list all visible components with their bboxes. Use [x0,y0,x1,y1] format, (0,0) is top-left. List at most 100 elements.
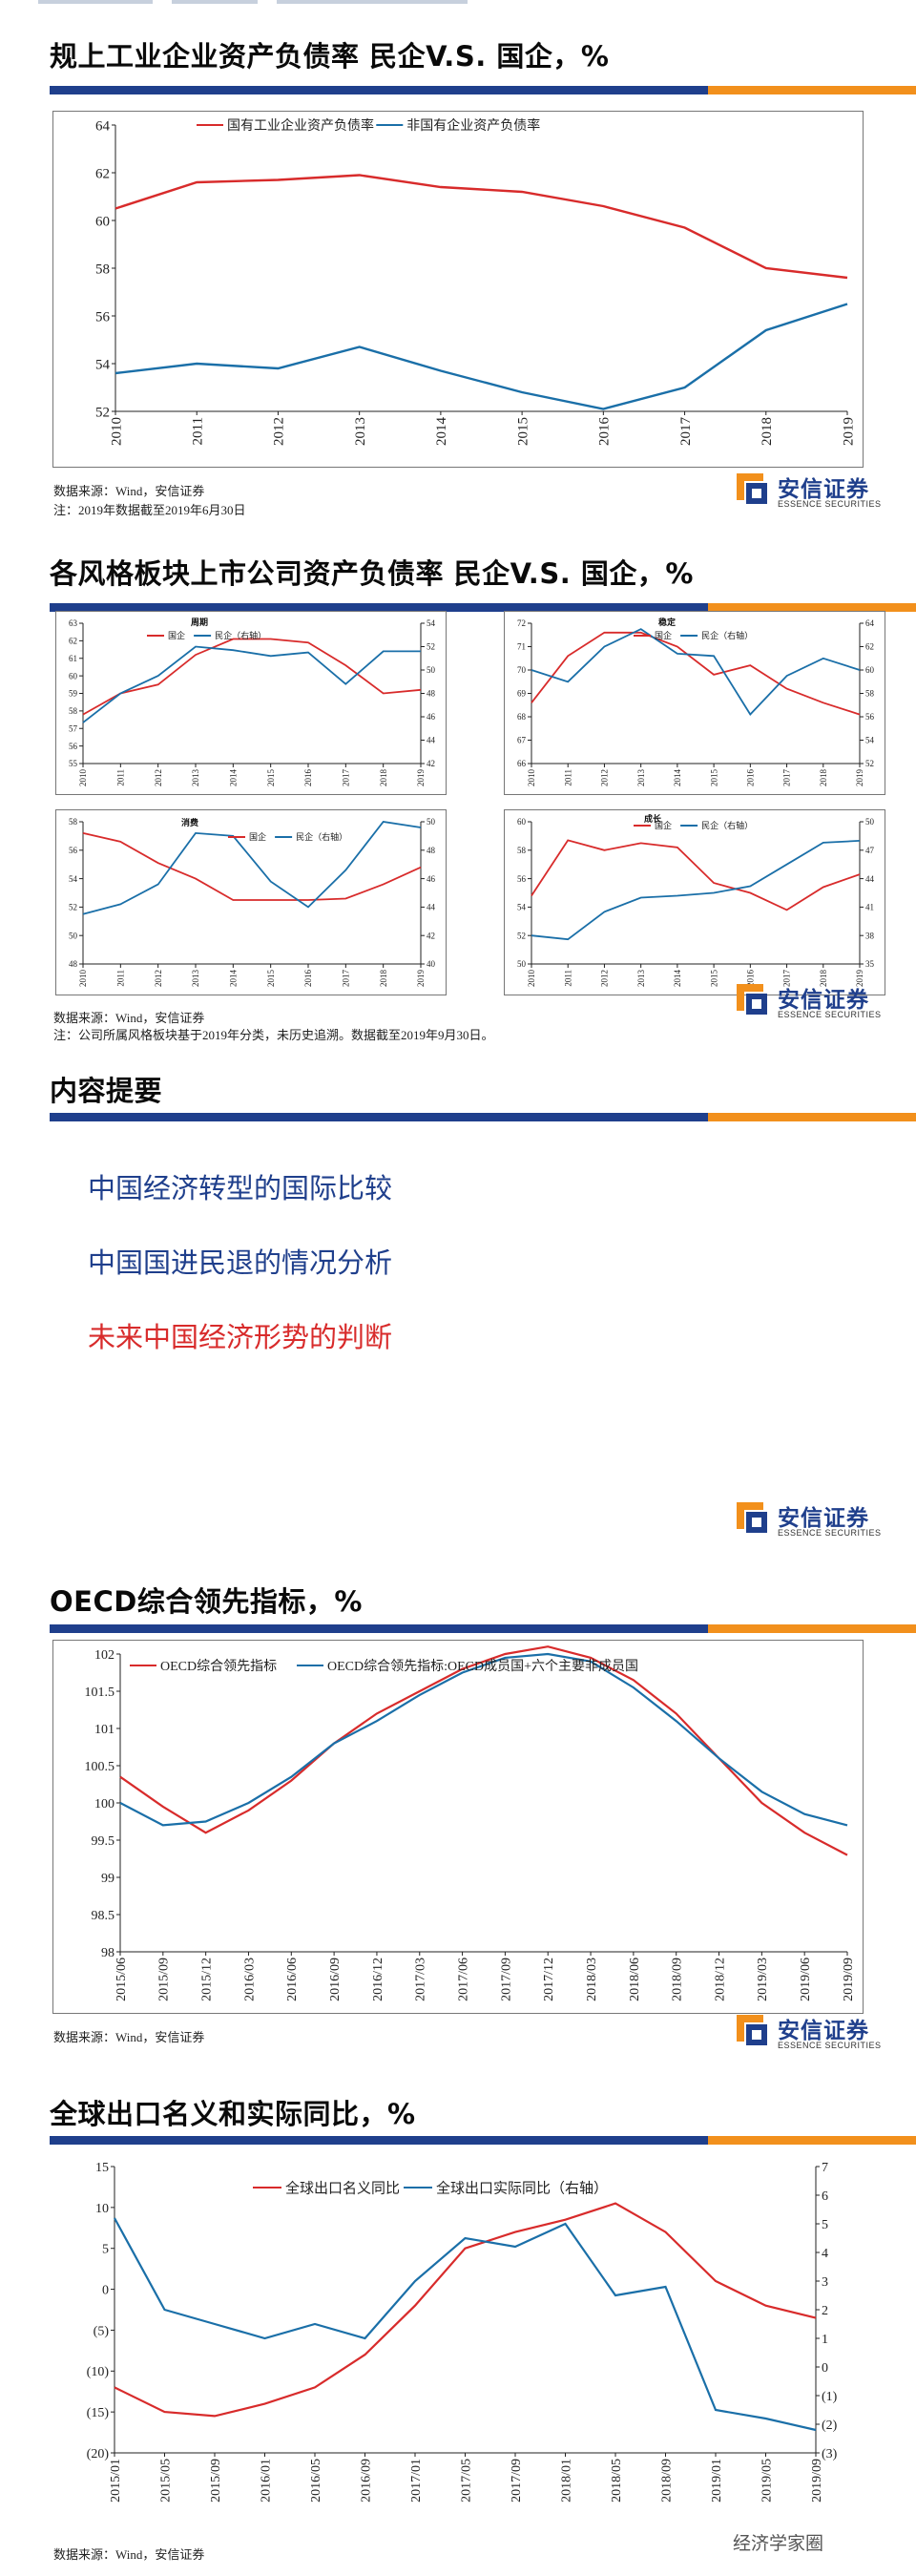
x-tick-label: 2016 [597,417,613,447]
x-tick-label: 2014 [673,769,682,787]
y-tick-label: 63 [69,618,78,628]
x-tick-label: 2019 [855,970,864,988]
slide4-divider-blue [50,1624,708,1633]
y2-tick-label: 40 [427,959,436,969]
y2-tick-label: 6 [822,2189,828,2204]
x-tick-label: 2014 [673,970,682,988]
legend-label-1: 国有工业企业资产负债率 [227,117,374,134]
series-line-1 [531,631,861,716]
y-tick-label: 62 [95,166,110,181]
series-line-2 [531,628,861,716]
chart-subtitle: 周期 [191,617,208,627]
y-tick-label: 99.5 [92,1834,115,1849]
slide3-title: 内容提要 [50,1075,163,1107]
y-tick-label: 98 [101,1946,114,1960]
chart-global-exports-svg: 151050(5)(10)(15)(20)76543210(1)(2)(3)20… [87,2161,838,2503]
brand-mark-icon [737,984,767,1015]
x-tick-label: 2018 [760,417,775,446]
legend-label-1: 全球出口名义同比 [285,2179,400,2196]
legend-label-2: OECD综合领先指标:OECD成员国+六个主要非成员国 [327,1659,638,1674]
y2-tick-label: (2) [822,2419,838,2433]
y-tick-label: 100 [94,1797,114,1812]
chart-global-exports: 15 10 5 0 (5) (10) (15) (20) 7 6 5 4 3 2 1 0 (1) (2) (3) 20… [52,2147,864,2539]
x-tick-label: 2015 [266,769,276,787]
x-tick-label: 2015 [709,970,718,988]
y-tick-label: (15) [87,2406,110,2420]
slide5-divider-blue [50,2136,708,2145]
chart-style-consumer-svg: 48 50 52 54 56 58 40 42 44 46 48 50 2010 2011 2012 2013… [69,817,436,988]
slide5-title: 全球出口名义和实际同比，% [50,2098,416,2130]
y-tick-label: 64 [95,118,111,134]
slide2-divider-orange [708,603,916,612]
top-crop-strip [0,0,916,10]
slide2-divider-blue [50,603,708,612]
chart-style-cycle-svg: 55 56 57 58 59 60 61 62 63 42 44 46 48 50 52 54 2010 2011… [69,617,436,787]
y2-tick-label: 42 [427,759,435,768]
y2-tick-label: 44 [427,903,436,912]
x-tick-label: 2017 [782,970,792,988]
chart-subtitle: 成长 [644,813,662,824]
y2-tick-label: 52 [865,759,874,768]
y-tick-label: 70 [517,665,527,675]
x-tick-label: 2010 [527,769,536,787]
y-tick-label: 59 [69,689,78,699]
slide1-source: 数据来源：Wind，安信证券 [53,484,205,498]
y-tick-label: 101 [94,1723,114,1737]
y2-tick-label: 44 [427,736,436,745]
y-tick-label: 61 [69,654,77,663]
y2-tick-label: 46 [427,874,436,884]
y2-tick-label: 50 [865,817,875,827]
y-tick-label: 58 [69,817,78,827]
x-tick-label: 2016/05 [309,2459,323,2503]
x-tick-label: 2012 [154,970,163,987]
x-tick-label: 2018/09 [671,1958,685,2001]
slide2-title: 各风格板块上市公司资产负债率 民企V.S. 国企，% [50,557,694,590]
y2-tick-label: 54 [427,618,436,628]
legend-label-1: OECD综合领先指标 [160,1659,277,1674]
brand-logo: 安信证券 ESSENCE SECURITIES [733,1497,895,1544]
x-tick-label: 2017 [782,769,792,787]
x-tick-label: 2019/05 [760,2459,774,2503]
x-tick-label: 2017/05 [459,2459,473,2503]
x-tick-label: 2016 [745,970,755,988]
x-tick-label: 2017/12 [542,1958,556,2001]
x-tick-label: 2015/12 [200,1958,215,2001]
x-tick-label: 2013 [353,417,368,446]
x-tick-label: 2013 [636,769,646,787]
x-tick-label: 2018/06 [628,1958,642,2001]
y-tick-label: 0 [102,2283,109,2297]
brand-name-en: ESSENCE SECURITIES [778,499,882,509]
slide2-note: 注：公司所属风格板块基于2019年分类，未历史追溯。数据截至2019年9月30日… [53,1028,494,1042]
x-tick-label: 2010 [78,769,88,787]
y-tick-label: 58 [69,706,78,716]
x-tick-label: 2019 [855,769,864,787]
y2-tick-label: 58 [865,689,875,699]
x-tick-label: 2011 [115,769,125,786]
x-tick-label: 2015 [709,769,718,787]
x-tick-label: 2019 [416,970,426,988]
x-tick-label: 2013 [191,769,200,787]
y-tick-label: 71 [517,642,526,652]
chart-oecd-cli-svg: 98 98.5 99 99.5 100 100.5 101 101.5 102 2015/06 20… [85,1645,856,2001]
brand-mark-icon [737,473,767,504]
series-line-2 [531,840,861,941]
x-tick-label: 2016/09 [359,2459,373,2503]
y-tick-label: 57 [69,723,78,733]
y-tick-label: 54 [517,903,527,912]
y-tick-label: 5 [102,2243,109,2257]
x-tick-label: 2014 [434,417,449,447]
y2-tick-label: 4 [822,2247,828,2261]
legend-label-2: 非国有企业资产负债率 [406,117,540,134]
x-tick-label: 2019/09 [810,2459,824,2503]
x-tick-label: 2016/01 [259,2459,273,2503]
x-tick-label: 2013 [191,970,200,988]
slide1-title: 规上工业企业资产负债率 民企V.S. 国企，% [50,40,610,73]
x-tick-label: 2011 [563,769,572,786]
x-tick-label: 2016 [745,769,755,787]
y2-tick-label: 2 [822,2304,828,2318]
y-tick-label: 68 [517,712,527,722]
y-tick-label: 55 [69,759,78,768]
y-tick-label: 69 [517,689,527,699]
x-tick-label: 2010 [109,417,124,446]
chart-style-consumer: 48 50 52 54 56 58 40 42 44 46 48 50 2010 2011 2012 2013… [55,809,447,995]
